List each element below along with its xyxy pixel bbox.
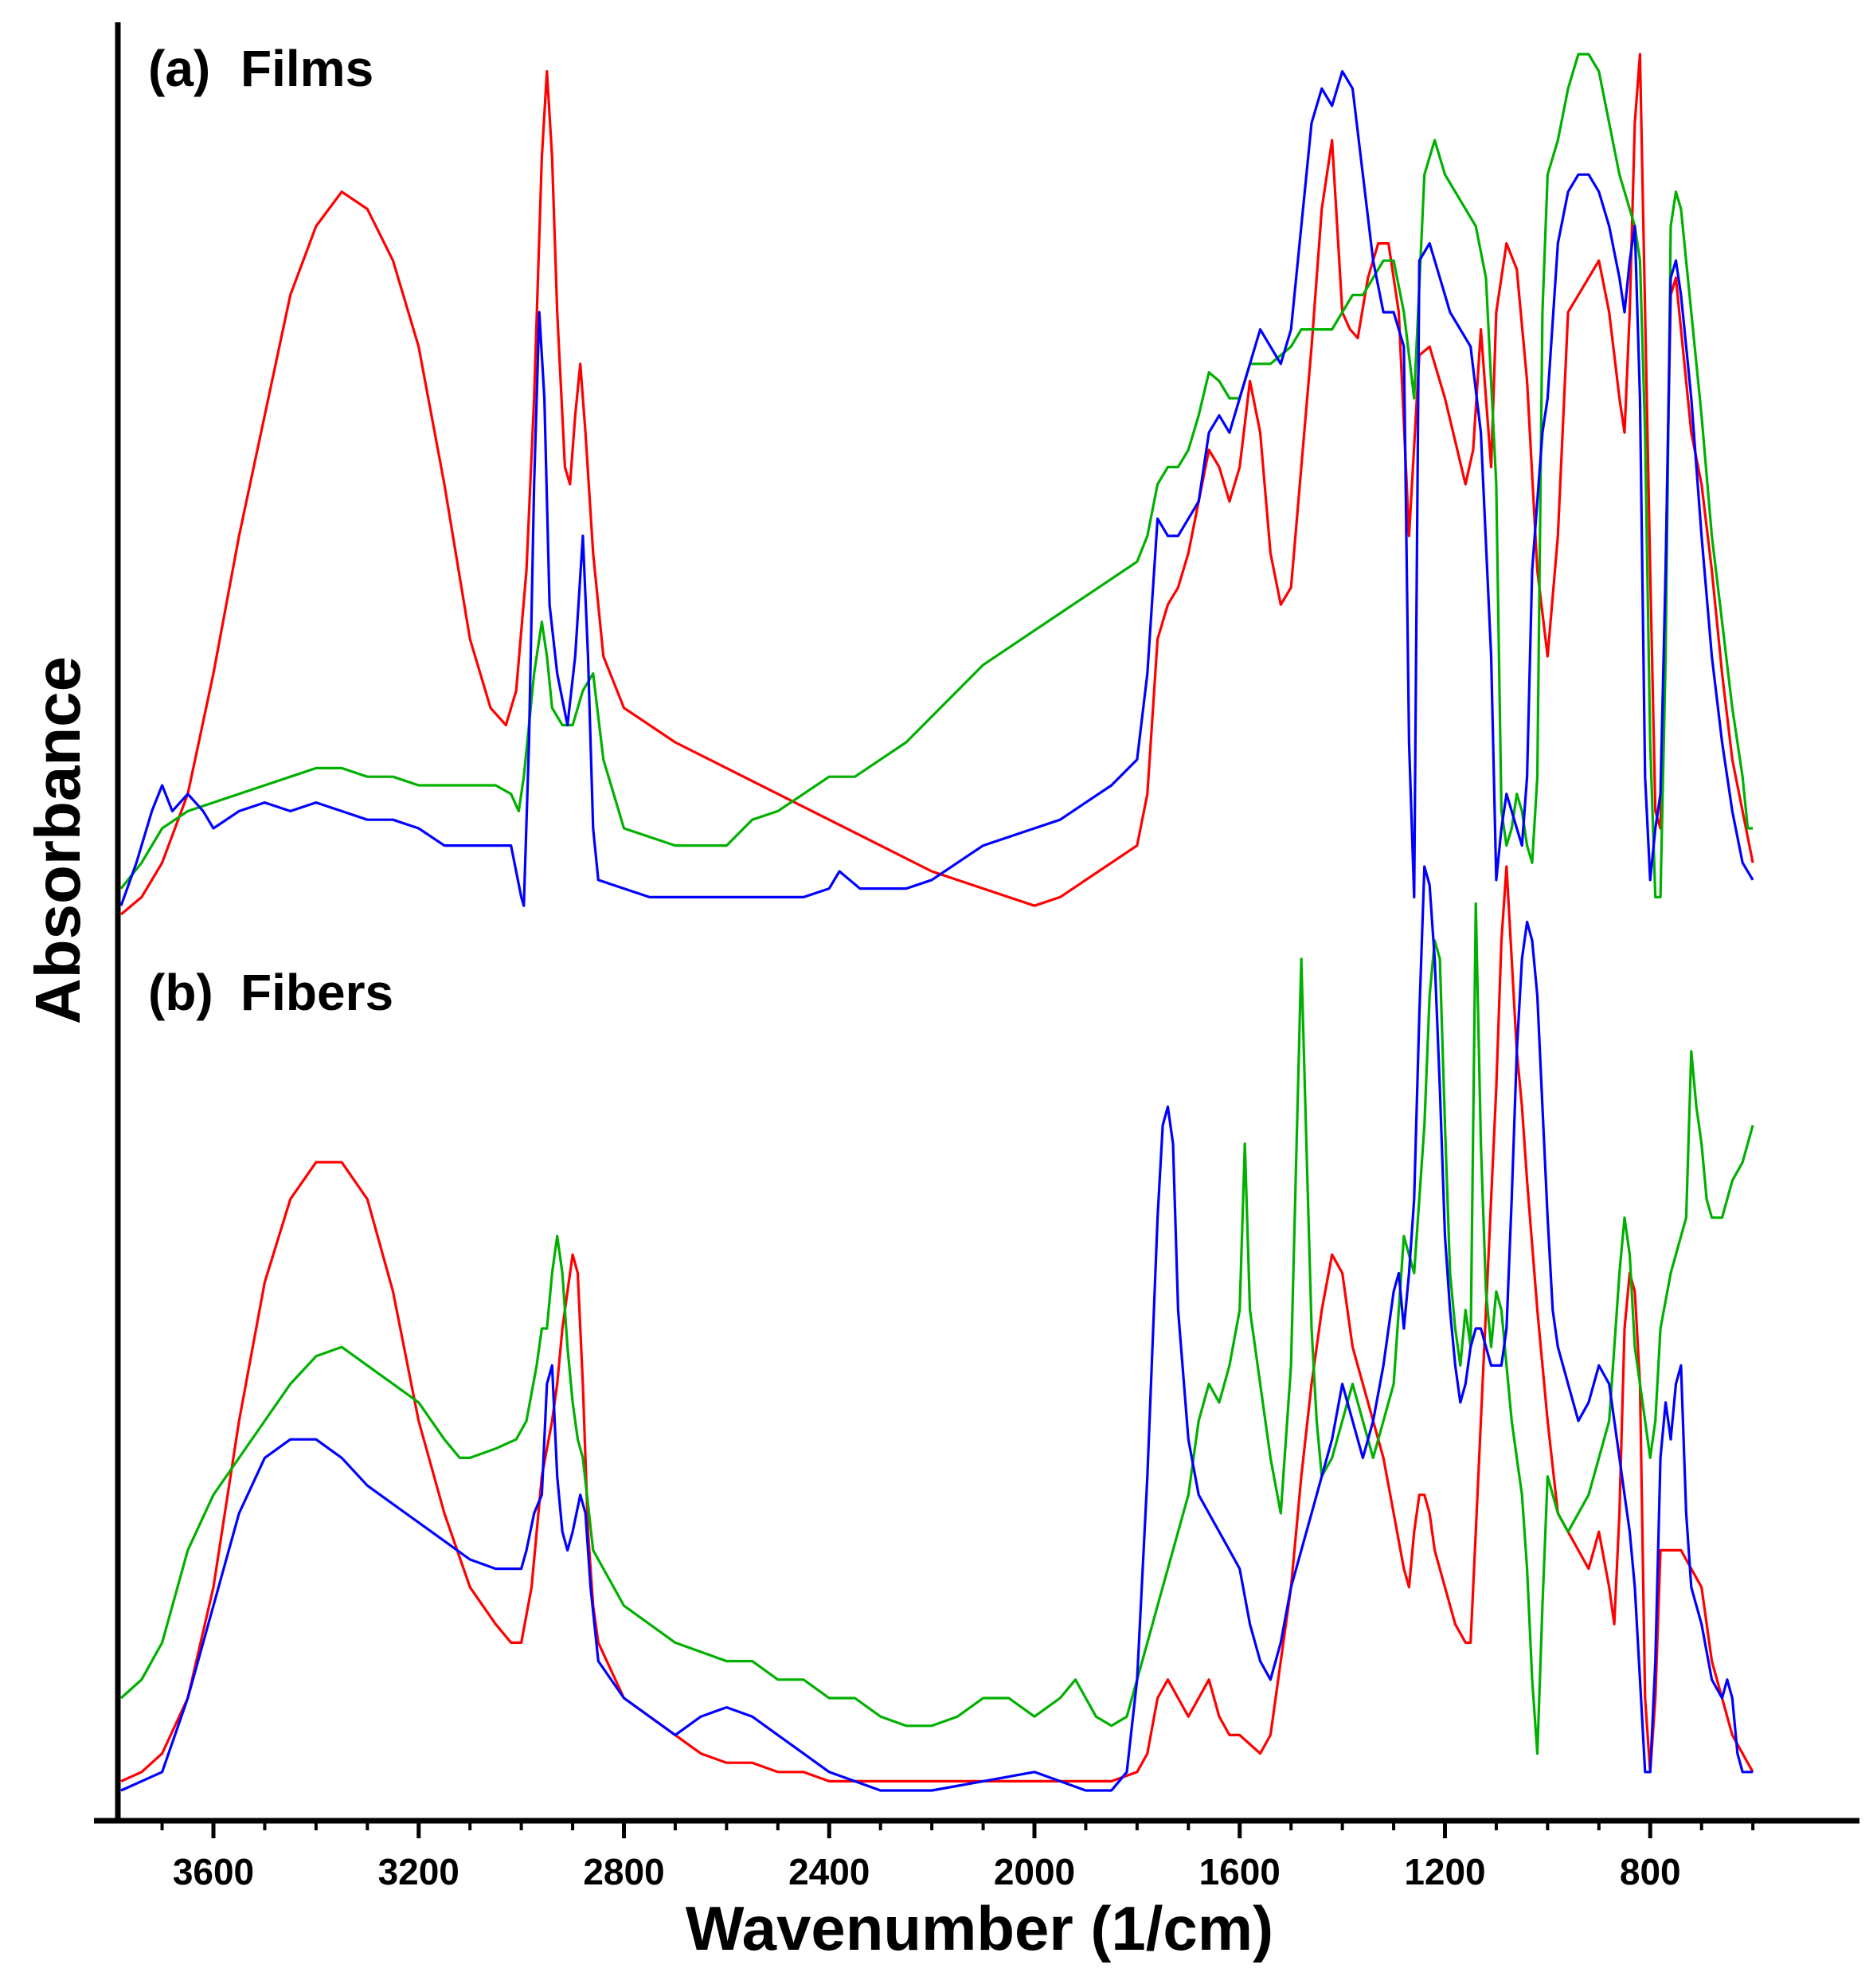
panel-b-label: (b) [148, 964, 213, 1021]
panel-b-spectra [119, 865, 1754, 1792]
x-tick-label-800: 800 [1620, 1851, 1681, 1892]
panel-a-title: Films [240, 40, 373, 97]
x-tick-label-3200: 3200 [378, 1851, 459, 1892]
x-axis-ticks: 3600 3200 2800 2400 2000 1600 1200 800 [160, 1821, 1755, 1892]
x-tick-label-3600: 3600 [173, 1851, 254, 1892]
x-axis-title: Wavenumber (1/cm) [686, 1893, 1273, 1963]
x-tick-label-1600: 1600 [1199, 1851, 1281, 1892]
series-line-a-red [119, 53, 1754, 916]
x-tick-label-1200: 1200 [1404, 1851, 1485, 1892]
series-line-a-blue [119, 70, 1754, 907]
y-axis-title: Absorbance [22, 656, 93, 1024]
panel-b-title: Fibers [240, 964, 393, 1021]
panel-a-label: (a) [148, 40, 210, 97]
panel-a-spectra [119, 53, 1754, 916]
series-line-a-green [119, 53, 1754, 898]
series-line-b-green [119, 902, 1754, 1755]
x-tick-label-2400: 2400 [788, 1851, 870, 1892]
x-tick-label-2000: 2000 [994, 1851, 1075, 1892]
series-line-b-blue [120, 865, 1754, 1792]
x-tick-label-2800: 2800 [583, 1851, 664, 1892]
